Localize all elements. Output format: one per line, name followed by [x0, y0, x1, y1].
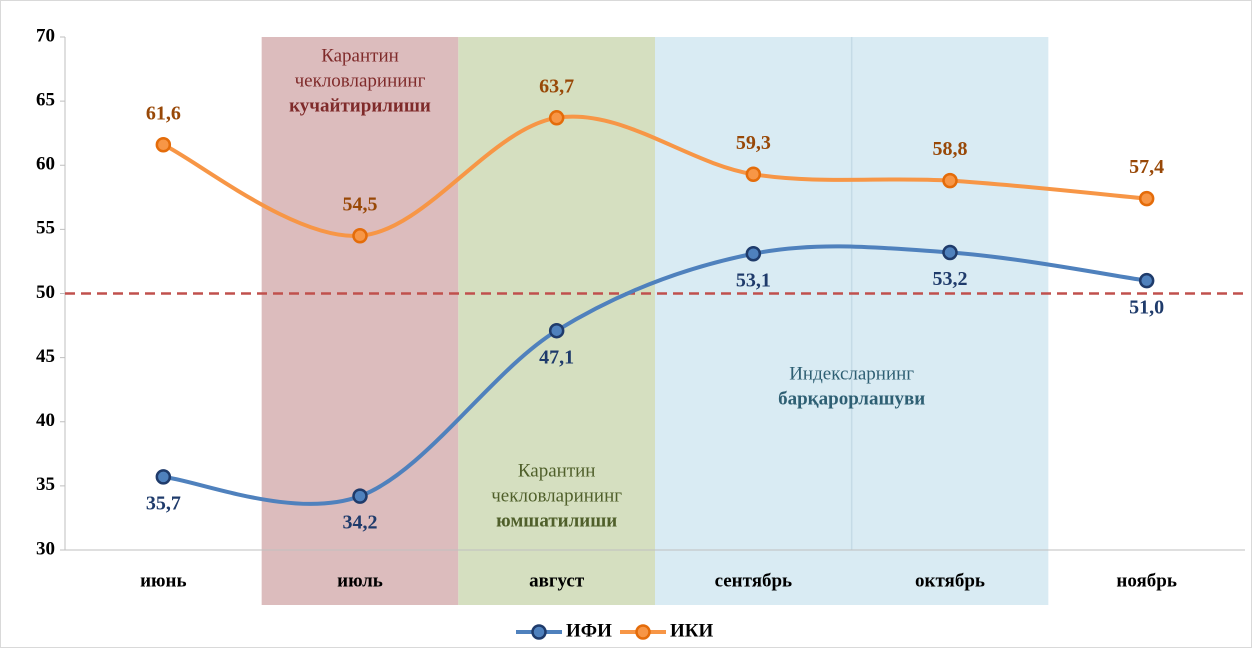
- region-emphasis: юмшатилиши: [496, 510, 617, 531]
- data-label: 35,7: [146, 492, 181, 514]
- marker: [1138, 190, 1155, 207]
- y-tick-label: 35: [36, 474, 55, 495]
- y-tick-label: 70: [36, 25, 55, 46]
- data-label: 59,3: [736, 132, 771, 154]
- marker: [155, 136, 172, 153]
- data-label: 47,1: [539, 346, 574, 368]
- region-text: чекловларининг: [295, 70, 426, 91]
- marker: [155, 469, 172, 485]
- data-label: 58,8: [933, 138, 968, 160]
- marker: [352, 488, 368, 504]
- x-tick-label: август: [529, 570, 585, 591]
- region: [261, 37, 459, 605]
- data-label: 51,0: [1129, 296, 1164, 318]
- x-tick-label: июнь: [140, 570, 186, 591]
- y-tick-label: 60: [36, 154, 55, 175]
- data-label: 53,2: [933, 268, 968, 290]
- marker: [548, 110, 565, 126]
- data-label: 63,7: [539, 75, 574, 97]
- region-emphasis: кучайтирилиши: [289, 95, 431, 116]
- marker: [942, 172, 958, 189]
- legend-label: ИФИ: [566, 620, 612, 641]
- y-tick-label: 65: [36, 89, 55, 110]
- legend-marker: [531, 624, 547, 640]
- marker: [352, 228, 368, 244]
- data-label: 34,2: [343, 512, 378, 534]
- marker: [745, 166, 762, 182]
- region-text: Карантин: [321, 45, 399, 66]
- region-emphasis: барқарорлашуви: [778, 388, 925, 409]
- data-label: 61,6: [146, 102, 181, 124]
- marker: [1138, 272, 1155, 289]
- data-label: 53,1: [736, 269, 771, 291]
- x-tick-label: сентябрь: [715, 570, 793, 591]
- data-label: 54,5: [343, 193, 378, 215]
- marker: [548, 322, 565, 339]
- series-line: [163, 244, 1147, 506]
- y-tick-label: 55: [36, 218, 55, 239]
- y-tick-label: 40: [36, 410, 55, 431]
- data-label: 57,4: [1129, 156, 1164, 178]
- series-line: [162, 114, 1147, 238]
- region-text: Индексларнинг: [789, 363, 914, 384]
- x-tick-label: июль: [337, 570, 383, 591]
- region-text: Карантин: [518, 460, 596, 481]
- legend-marker: [635, 624, 651, 640]
- legend-label: ИКИ: [670, 620, 714, 641]
- y-tick-label: 45: [36, 346, 55, 367]
- y-tick-label: 50: [36, 282, 55, 303]
- marker: [745, 245, 762, 262]
- region: [458, 37, 655, 605]
- marker: [942, 244, 958, 261]
- x-tick-label: октябрь: [915, 570, 985, 591]
- x-tick-label: ноябрь: [1116, 570, 1176, 591]
- region-text: чекловларининг: [491, 485, 622, 506]
- y-tick-label: 30: [36, 538, 55, 559]
